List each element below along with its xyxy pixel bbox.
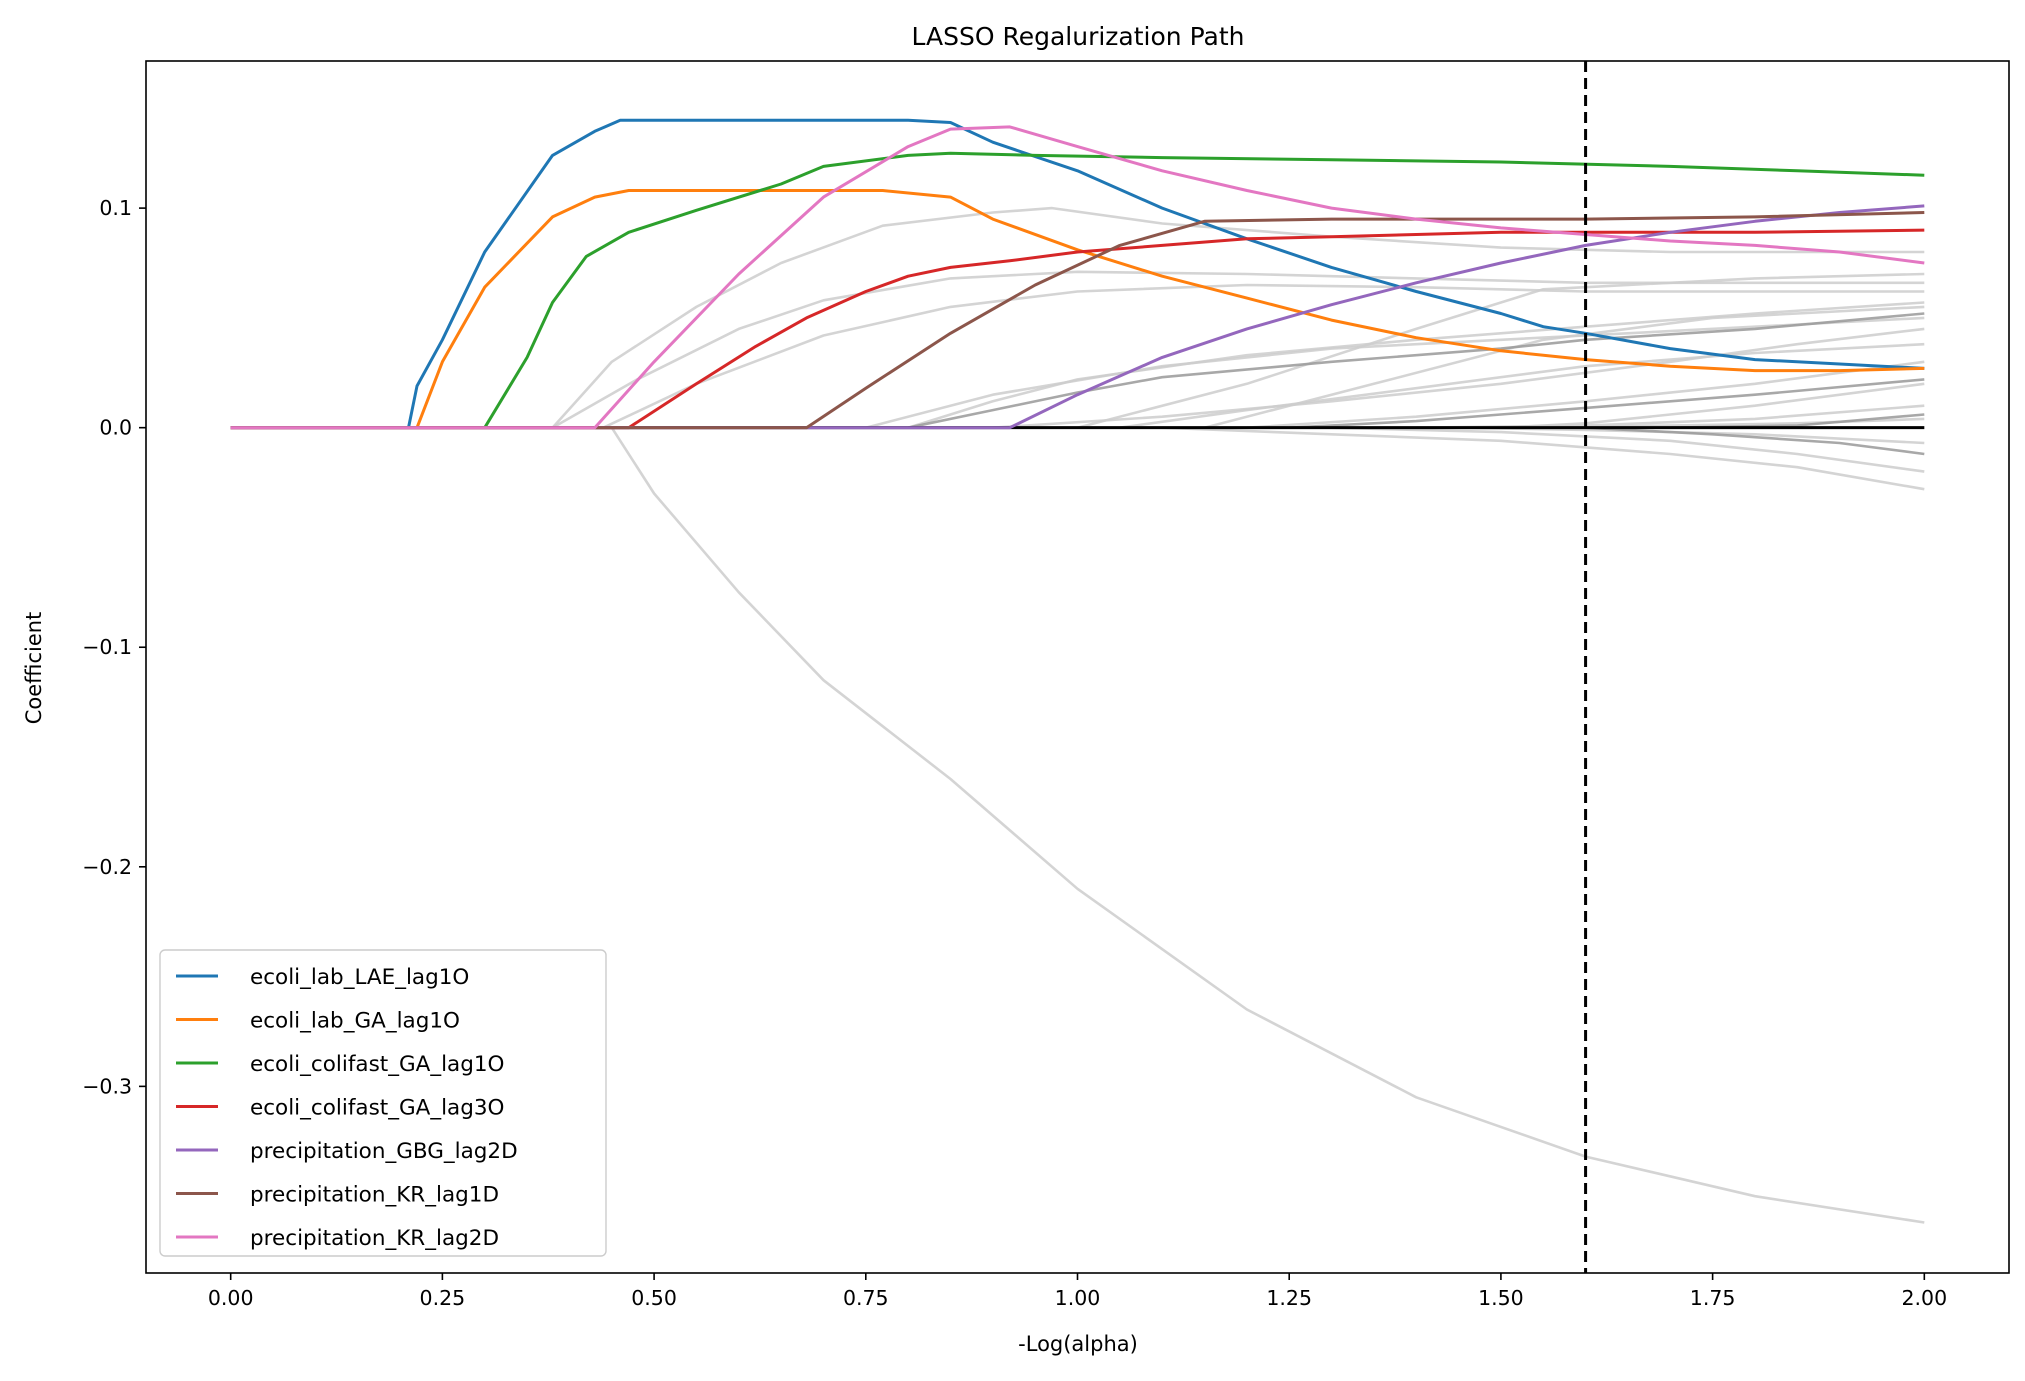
y-tick-label-3: −0.1 (82, 635, 132, 659)
background-coef-path-18 (907, 312, 1925, 429)
series-line-6 (230, 211, 1925, 430)
y-tick-label-1: 0.1 (99, 196, 132, 220)
y-axis-label: Coefficient (22, 612, 46, 725)
background-coef-path-14 (1077, 272, 1925, 429)
legend-label-3: ecoli_colifast_GA_lag1O (250, 1052, 504, 1077)
series-line-7 (230, 125, 1925, 430)
y-tick-label-5: −0.3 (82, 1074, 132, 1098)
legend-label-6: precipitation_KR_lag1D (250, 1183, 499, 1208)
x-tick-label-9: 2.00 (1901, 1286, 1947, 1310)
x-tick-label-7: 1.50 (1478, 1286, 1524, 1310)
legend-box (159, 949, 607, 1257)
legend-label-1: ecoli_lab_LAE_lag1O (250, 965, 469, 990)
background-coef-path-6 (865, 316, 1925, 429)
legend-label-2: ecoli_lab_GA_lag1O (250, 1009, 460, 1034)
series-line-5 (230, 204, 1925, 430)
series-line-4 (230, 228, 1925, 430)
background-coef-path-13 (1458, 426, 1925, 445)
axes: 0.00 0.25 0.50 0.75 1.00 1.25 1.50 1.75 2.00 0.1 0… (82, 60, 2010, 1310)
background-coef-path-1 (610, 426, 1925, 1224)
background-coef-path-3 (551, 270, 1925, 429)
plot-area (230, 61, 1925, 1273)
series-line-3 (230, 151, 1925, 430)
x-axis-label: -Log(alpha) (1018, 1332, 1138, 1356)
series-line-2 (230, 189, 1925, 430)
x-tick-label-2: 0.25 (420, 1286, 466, 1310)
background-coef-path-4 (602, 283, 1925, 429)
background-coef-path-16 (1500, 382, 1925, 429)
background-coef-path-2 (551, 206, 1925, 429)
chart-title: LASSO Regalurization Path (912, 22, 1245, 51)
legend-label-7: precipitation_KR_lag2D (250, 1226, 499, 1251)
legend-label-4: ecoli_colifast_GA_lag3O (250, 1096, 504, 1121)
background-coef-path-11 (1331, 426, 1925, 473)
x-tick-label-5: 1.00 (1055, 1286, 1101, 1310)
background-coef-path-7 (992, 327, 1925, 429)
x-tick-label-3: 0.50 (631, 1286, 677, 1310)
background-coef-path-5 (907, 301, 1925, 429)
y-tick-label-2: 0.0 (99, 416, 132, 440)
background-coef-path-10 (1162, 426, 1925, 491)
background-coef-path-8 (1119, 342, 1925, 429)
background-coef-path-15 (1204, 305, 1925, 429)
x-tick-label-8: 1.75 (1690, 1286, 1736, 1310)
legend-label-5: precipitation_GBG_lag2D (250, 1139, 518, 1164)
x-tick-label-6: 1.25 (1266, 1286, 1312, 1310)
background-coef-path-20 (1585, 426, 1925, 456)
x-tick-label-1: 0.00 (208, 1286, 254, 1310)
y-tick-label-4: −0.2 (82, 855, 132, 879)
x-tick-label-4: 0.75 (843, 1286, 889, 1310)
legend: ecoli_lab_LAE_lag1O ecoli_lab_GA_lag1Oeco… (159, 949, 607, 1257)
